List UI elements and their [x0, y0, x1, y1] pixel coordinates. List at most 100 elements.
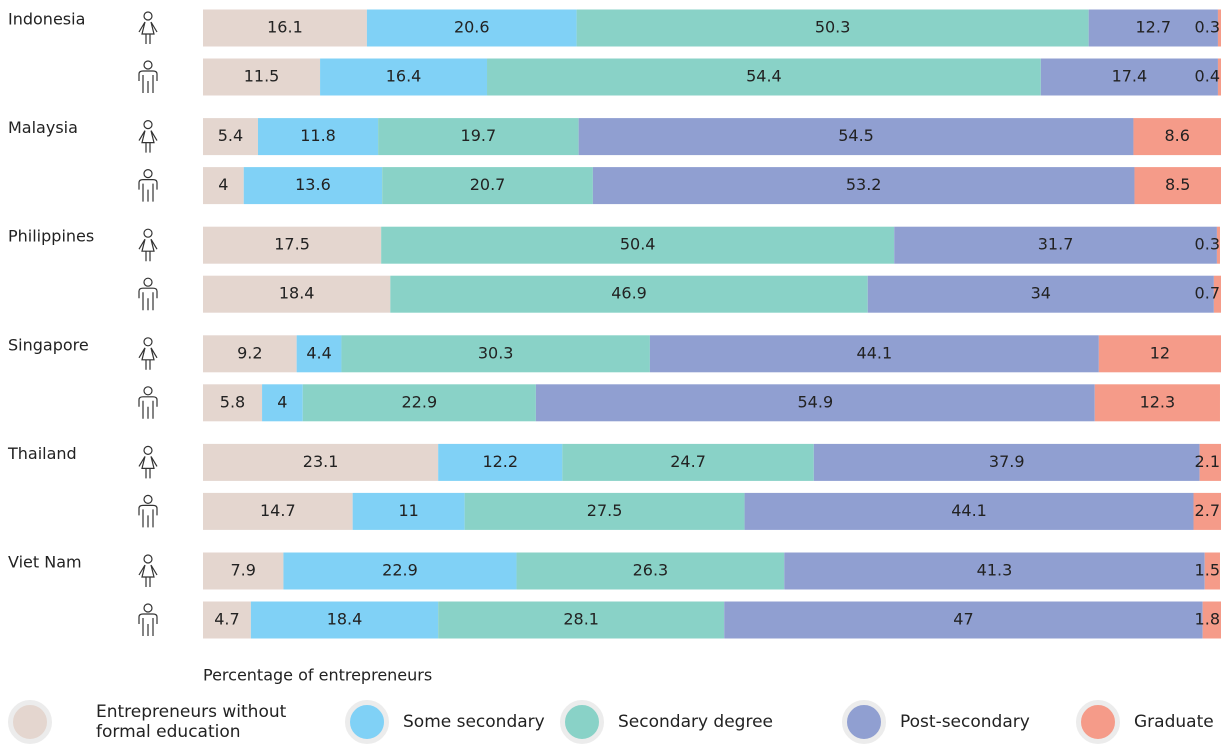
data-label: 17.4	[1112, 67, 1148, 86]
data-label: 41.3	[977, 561, 1013, 580]
data-label: 22.9	[382, 561, 418, 580]
bar-segment	[438, 443, 563, 481]
bar-segment	[390, 275, 868, 313]
data-label: 27.5	[587, 501, 623, 520]
data-label: 11.8	[300, 126, 336, 145]
data-label: 12.2	[482, 452, 518, 471]
data-label: 11	[398, 501, 418, 520]
icon-head	[143, 60, 153, 70]
bar-segment	[1217, 58, 1221, 96]
data-label: 8.6	[1164, 126, 1189, 145]
category-label: Philippines	[8, 227, 94, 246]
bar-segment	[352, 492, 465, 530]
category-label: Malaysia	[8, 118, 78, 137]
icon-body	[138, 130, 158, 153]
bar-segment	[366, 9, 577, 47]
category-label: Indonesia	[8, 10, 85, 29]
bar-segment	[1217, 9, 1221, 47]
bar-segment	[1213, 275, 1221, 313]
data-label: 5.4	[218, 126, 243, 145]
icon-body	[138, 287, 158, 311]
bar-segment	[1204, 552, 1220, 590]
bar-segment	[535, 384, 1095, 422]
data-label: 46.9	[611, 284, 647, 303]
bar-segment	[203, 601, 251, 639]
data-label: 16.4	[386, 67, 422, 86]
legend-label: Graduate	[1134, 712, 1214, 732]
bar-segment	[203, 384, 263, 422]
data-label: 22.9	[402, 392, 438, 411]
legend-label: Some secondary	[403, 712, 545, 732]
bar-segment	[203, 443, 439, 481]
bar-segment	[203, 492, 353, 530]
bar-segment	[1088, 9, 1218, 47]
data-label: 2.1	[1195, 452, 1220, 471]
male-icon	[138, 603, 158, 636]
data-label: 4.7	[214, 610, 239, 629]
data-label: 0.4	[1195, 67, 1220, 86]
icon-head	[143, 603, 153, 613]
bar-segment	[203, 118, 258, 156]
icon-body	[138, 238, 158, 262]
bar-segment	[867, 275, 1214, 313]
data-label: 54.4	[746, 67, 782, 86]
data-label: 7.9	[230, 561, 255, 580]
data-label: 0.7	[1195, 284, 1220, 303]
bar-segment	[592, 167, 1135, 205]
bar-segment	[203, 552, 284, 590]
icon-head	[143, 386, 153, 396]
bar-segment	[1098, 335, 1221, 373]
bar-segment	[203, 335, 297, 373]
male-icon	[138, 169, 158, 202]
icon-head	[143, 119, 153, 130]
female-icon	[138, 119, 158, 153]
data-label: 44.1	[857, 343, 893, 362]
bar-segment	[296, 335, 342, 373]
male-icon	[138, 60, 158, 93]
data-label: 13.6	[295, 175, 331, 194]
data-label: 11.5	[244, 67, 280, 86]
bar-segment	[1193, 492, 1221, 530]
data-label: 19.7	[461, 126, 497, 145]
legend-label: Post-secondary	[900, 712, 1030, 732]
data-label: 17.5	[274, 235, 310, 254]
bar-segment	[1134, 167, 1221, 205]
male-icon	[138, 386, 158, 419]
bar-segment	[302, 384, 536, 422]
data-label: 2.7	[1195, 501, 1220, 520]
category-label: Singapore	[8, 335, 89, 354]
icon-head	[143, 11, 153, 21]
data-label: 18.4	[279, 284, 315, 303]
icon-head	[143, 228, 153, 238]
bar-segment	[203, 9, 367, 47]
legend-swatch	[842, 700, 886, 744]
data-label: 5.8	[220, 392, 245, 411]
data-label: 44.1	[951, 501, 987, 520]
icon-body	[138, 21, 158, 44]
category-label: Thailand	[7, 444, 77, 463]
legend-item: Secondary degree	[560, 700, 830, 744]
bar-segment	[250, 601, 439, 639]
data-label: 12.3	[1140, 392, 1176, 411]
bar-segment	[203, 167, 244, 205]
icon-head	[143, 554, 153, 564]
male-icon	[138, 494, 158, 528]
legend-swatch	[1076, 700, 1120, 744]
bar-segment	[341, 335, 650, 373]
data-label: 12.7	[1135, 18, 1171, 37]
male-icon	[138, 277, 158, 311]
bar-segment	[744, 492, 1194, 530]
bar-segment	[203, 58, 321, 96]
bar-segment	[649, 335, 1099, 373]
data-label: 53.2	[846, 175, 882, 194]
female-icon	[138, 337, 158, 370]
x-axis-label: Percentage of entrepreneurs	[203, 666, 432, 685]
bar-segment	[283, 552, 517, 590]
data-label: 47	[953, 610, 973, 629]
data-label: 34	[1031, 284, 1051, 303]
bar-segment	[257, 118, 379, 156]
data-label: 18.4	[327, 610, 363, 629]
bar-segment	[1094, 384, 1220, 422]
